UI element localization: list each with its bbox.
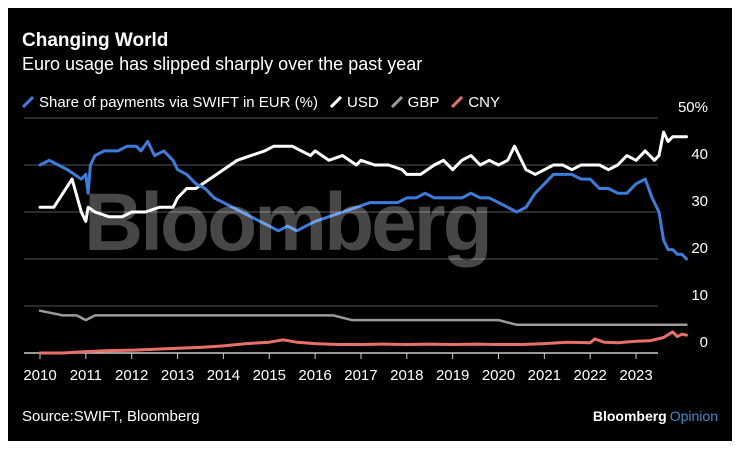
x-tick-label: 2011	[70, 367, 102, 384]
x-tick-label: 2018	[390, 367, 423, 384]
legend-item-usd: USD	[329, 93, 379, 111]
x-tick-label: 2015	[253, 367, 286, 384]
x-tick-label: 2016	[298, 367, 331, 384]
y-tick-label: 10	[691, 287, 708, 304]
y-tick-label: 50%	[678, 99, 708, 116]
legend-label-gbp: GBP	[407, 93, 440, 111]
chart-legend: Share of payments via SWIFT in EUR (%) U…	[22, 92, 512, 112]
legend-swatch-usd	[329, 96, 342, 108]
x-tick-label: 2021	[528, 367, 561, 384]
x-tick-label: 2017	[344, 367, 377, 384]
legend-label-usd: USD	[346, 93, 379, 111]
line-chart: 0 10 20 30 40 50% 2010 2011 2012 2013 2014 2015 2016…	[23, 99, 708, 384]
series-line-gbp	[38, 309, 688, 327]
series-line-usd	[38, 130, 688, 223]
series-line-cny	[38, 330, 688, 355]
legend-item-gbp: GBP	[390, 93, 440, 111]
y-tick-label: 20	[691, 240, 708, 257]
legend-label-cny: CNY	[468, 93, 501, 111]
x-tick-label: 2012	[115, 367, 148, 384]
series-line-eur	[38, 140, 688, 261]
chart-subtitle: Euro usage has slipped sharply over the …	[22, 54, 423, 74]
bloomberg-opinion-logo: Bloomberg Opinion	[592, 408, 718, 424]
y-tick-label: 40	[691, 146, 708, 163]
x-tick-label: 2019	[436, 367, 469, 384]
x-tick-label: 2023	[619, 367, 652, 384]
x-tick-label: 2014	[207, 367, 240, 384]
legend-swatch-eur	[22, 96, 34, 108]
chart-card: Changing World Euro usage has slipped sh…	[8, 8, 732, 441]
x-tick-label: 2020	[482, 367, 515, 384]
x-tick-label: 2022	[574, 367, 607, 384]
chart-title: Changing World	[22, 30, 169, 51]
legend-item-eur: Share of payments via SWIFT in EUR (%)	[22, 94, 318, 111]
legend-swatch-cny	[451, 96, 464, 108]
legend-item-cny: CNY	[451, 94, 500, 111]
y-tick-label: 30	[691, 193, 708, 210]
x-tick-label: 2010	[23, 367, 56, 384]
source-note: Source:SWIFT, Bloomberg	[22, 408, 200, 425]
x-tick-label: 2013	[161, 367, 194, 384]
legend-swatch-gbp	[390, 96, 403, 108]
y-tick-label: 0	[700, 334, 708, 351]
legend-label-eur: Share of payments via SWIFT in EUR (%)	[39, 93, 318, 111]
